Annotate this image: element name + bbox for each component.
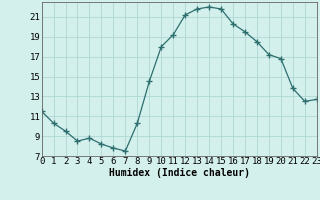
X-axis label: Humidex (Indice chaleur): Humidex (Indice chaleur) (109, 168, 250, 178)
